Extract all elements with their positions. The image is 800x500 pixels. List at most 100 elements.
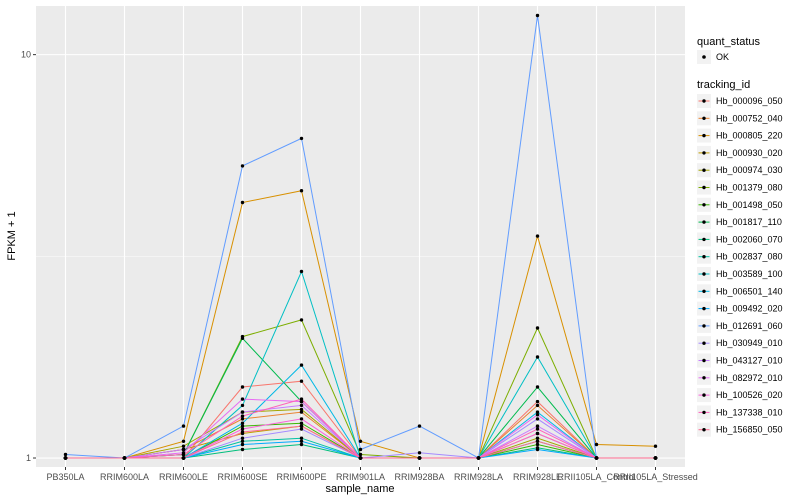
data-point-hb-030949-010 <box>535 417 540 421</box>
data-point-hb-002060-070 <box>299 442 304 447</box>
data-point-hb-000974-030 <box>181 444 186 448</box>
data-point-hb-156850-050 <box>299 424 304 428</box>
x-tick-label: RRIM928LA <box>454 472 503 482</box>
data-point-hb-012691-060 <box>535 13 540 18</box>
data-point-hb-043127-010 <box>535 424 540 428</box>
legend-label-hb-002837-080: Hb_002837_080 <box>716 252 783 262</box>
legend-point-hb-043127-010 <box>702 358 706 363</box>
data-point-hb-030949-010 <box>240 436 245 440</box>
data-point-hb-001498-050 <box>299 421 304 425</box>
legend-point-hb-001817-110 <box>702 220 706 224</box>
data-point-hb-001379-080 <box>358 452 363 457</box>
data-point-hb-156850-050 <box>181 456 186 460</box>
legend-point-ok <box>702 55 706 59</box>
data-point-hb-100526-020 <box>535 431 540 436</box>
data-point-hb-003589-100 <box>535 355 540 359</box>
data-point-hb-002060-070 <box>240 447 245 452</box>
data-point-hb-001379-080 <box>535 326 540 330</box>
data-point-hb-156850-050 <box>653 456 658 460</box>
y-tick-label: 1 <box>26 453 31 463</box>
x-tick-label: RRIM600SE <box>217 472 267 482</box>
data-point-hb-001498-050 <box>535 442 540 447</box>
data-point-hb-043127-010 <box>299 403 304 408</box>
data-point-hb-156850-050 <box>594 456 599 460</box>
data-point-hb-156850-050 <box>63 456 68 460</box>
legend-point-hb-156850-050 <box>702 428 706 432</box>
data-point-hb-000805-220 <box>181 439 186 443</box>
x-axis: PB350LA RRIM600LA RRIM600LE RRIM600SE RRIM60… <box>46 467 698 482</box>
legend-point-hb-000096-050 <box>702 99 706 103</box>
data-point-hb-030949-010 <box>299 427 304 431</box>
data-point-hb-000805-220 <box>299 189 304 193</box>
x-tick-label: RRII105LA_Stressed <box>613 472 698 482</box>
legend-label-hb-000096-050: Hb_000096_050 <box>716 96 783 106</box>
data-point-hb-012691-060 <box>358 447 363 452</box>
x-tick-label: RRIM928BA <box>394 472 444 482</box>
data-point-hb-082972-010 <box>240 397 245 401</box>
legend-point-hb-082972-010 <box>702 376 706 380</box>
data-point-hb-002837-080 <box>240 439 245 443</box>
data-point-hb-100526-020 <box>240 427 245 431</box>
legend-label-hb-003589-100: Hb_003589_100 <box>716 269 783 279</box>
data-point-hb-137338-010 <box>240 414 245 418</box>
data-point-hb-006501-140 <box>535 410 540 414</box>
x-tick-label: RRIM600LE <box>159 472 208 482</box>
data-point-hb-043127-010 <box>240 410 245 414</box>
data-point-hb-000805-220 <box>653 444 658 448</box>
data-point-hb-012691-060 <box>181 424 186 428</box>
data-point-hb-000752-040 <box>299 410 304 414</box>
legend-point-hb-000752-040 <box>702 116 706 121</box>
x-tick-label: RRIM928LE <box>513 472 562 482</box>
data-point-hb-001817-110 <box>535 385 540 389</box>
legend-label-hb-001817-110: Hb_001817_110 <box>716 217 782 227</box>
data-point-hb-001817-110 <box>240 336 245 340</box>
legend-label-hb-100526-020: Hb_100526_020 <box>716 390 783 400</box>
x-tick-label: RRII105LA_Control <box>557 472 635 482</box>
data-point-hb-000096-050 <box>299 379 304 383</box>
data-point-hb-082972-010 <box>535 413 540 417</box>
data-point-hb-156850-050 <box>535 439 540 443</box>
data-point-hb-000752-040 <box>240 417 245 421</box>
legend-point-hb-003589-100 <box>702 272 706 276</box>
data-point-hb-000805-220 <box>358 439 363 443</box>
legend-label-hb-009492-020: Hb_009492_020 <box>716 304 783 314</box>
legend-label-hb-000974-030: Hb_000974_030 <box>716 165 783 175</box>
legend-label-hb-000930-020: Hb_000930_020 <box>716 148 783 158</box>
legend-point-hb-002837-080 <box>702 255 706 259</box>
legend: quant_status OK tracking_id Hb_000096_05… <box>697 36 783 437</box>
data-point-hb-156850-050 <box>122 456 127 460</box>
data-point-hb-003589-100 <box>240 403 245 408</box>
data-point-hb-000805-220 <box>594 442 599 447</box>
legend-point-hb-002060-070 <box>702 237 706 242</box>
data-point-hb-000805-220 <box>240 200 245 205</box>
data-point-hb-082972-010 <box>299 399 304 404</box>
legend-label-hb-002060-070: Hb_002060_070 <box>716 234 783 244</box>
data-point-hb-030949-010 <box>417 451 422 455</box>
data-point-hb-043127-010 <box>181 447 186 452</box>
y-axis-title: FPKM + 1 <box>6 211 18 260</box>
legend-point-hb-009492-020 <box>702 306 706 311</box>
x-tick-label: RRIM600LA <box>100 472 149 482</box>
data-point-hb-009492-020 <box>299 439 304 443</box>
data-point-hb-000974-030 <box>535 436 540 440</box>
data-point-hb-001498-050 <box>240 424 245 428</box>
data-point-hb-002837-080 <box>299 436 304 440</box>
legend-point-hb-000930-020 <box>702 151 706 155</box>
legend-label-hb-001379-080: Hb_001379_080 <box>716 183 783 193</box>
data-point-hb-001379-080 <box>299 318 304 322</box>
data-point-hb-006501-140 <box>299 363 304 367</box>
data-point-hb-000752-040 <box>535 403 540 408</box>
data-point-hb-137338-010 <box>181 452 186 457</box>
legend-label-hb-000805-220: Hb_000805_220 <box>716 131 783 141</box>
legend-point-hb-006501-140 <box>702 289 706 293</box>
legend-label-hb-006501-140: Hb_006501_140 <box>716 286 783 296</box>
data-point-hb-012691-060 <box>299 136 304 141</box>
data-point-hb-156850-050 <box>417 456 422 460</box>
legend-point-hb-000974-030 <box>702 168 706 172</box>
data-point-hb-137338-010 <box>535 427 540 431</box>
x-tick-label: RRIM600PE <box>276 472 326 482</box>
x-tick-label: RRIM901LA <box>336 472 385 482</box>
data-point-hb-012691-060 <box>63 452 68 457</box>
data-point-hb-000805-220 <box>535 234 540 238</box>
